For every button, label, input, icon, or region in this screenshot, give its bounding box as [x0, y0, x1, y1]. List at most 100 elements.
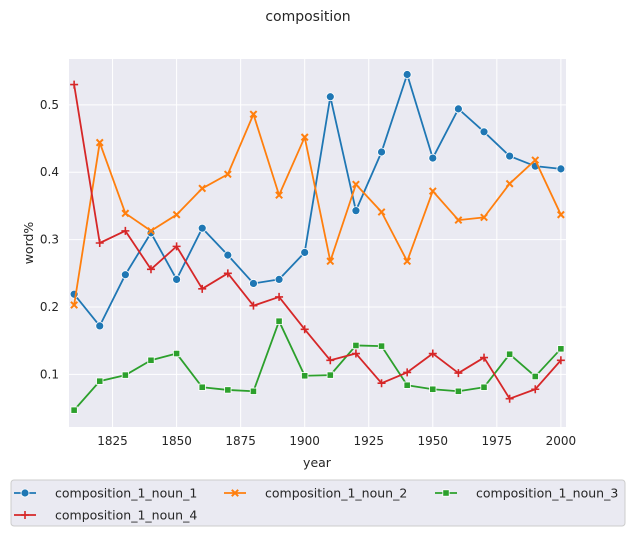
data-point [275, 191, 283, 200]
data-point [300, 248, 310, 257]
data-point [325, 92, 335, 102]
data-point [146, 228, 156, 238]
y-tick-label: 0.4 [40, 165, 59, 179]
data-point [172, 349, 181, 358]
data-point [96, 377, 104, 385]
data-point [249, 279, 258, 288]
data-point [274, 274, 284, 284]
y-tick-label: 0.2 [40, 300, 59, 314]
data-point [454, 104, 463, 114]
series-line [73, 73, 561, 327]
data-point [454, 216, 463, 224]
legend-marker [442, 489, 450, 497]
x-tick-label: 1975 [482, 434, 513, 448]
data-point [121, 226, 130, 235]
data-point [454, 369, 463, 378]
data-point [146, 265, 155, 274]
data-point [300, 133, 309, 142]
x-tick-label: 1875 [225, 434, 256, 448]
data-point [403, 368, 412, 377]
data-point [557, 345, 565, 353]
series-composition_1_noun_1 [69, 70, 566, 331]
data-point [479, 127, 489, 137]
data-point [172, 210, 181, 219]
data-point [197, 223, 207, 233]
data-point [326, 356, 335, 365]
data-point [505, 394, 514, 403]
legend-marker [21, 511, 29, 519]
data-point [351, 349, 360, 358]
data-point [480, 383, 488, 391]
data-point [301, 372, 309, 380]
data-point [377, 379, 386, 388]
data-point [403, 381, 411, 389]
data-point [172, 242, 181, 251]
data-point [556, 210, 565, 219]
y-axis-ticks: 0.1 0.2 0.3 0.4 0.5 [40, 98, 59, 382]
y-tick-label: 0.5 [40, 98, 59, 112]
data-point [300, 325, 309, 334]
chart-title: composition [265, 9, 350, 25]
data-point [70, 80, 79, 89]
data-point [172, 274, 181, 284]
data-point [428, 349, 437, 358]
series-line [73, 320, 562, 411]
x-tick-label: 1925 [353, 434, 384, 448]
legend: composition_1_noun_1 composition_1_noun_2… [10, 479, 626, 527]
data-point [95, 321, 105, 331]
x-tick-label: 1825 [97, 434, 128, 448]
data-point [352, 180, 360, 189]
legend-label: composition_1_noun_1 [55, 486, 197, 501]
data-point [249, 301, 258, 310]
data-point [121, 209, 130, 218]
data-point [95, 239, 104, 247]
x-tick-label: 1950 [418, 434, 449, 448]
data-point [224, 386, 232, 394]
data-point [223, 170, 232, 179]
data-point [326, 371, 334, 379]
legend-item: composition_1_noun_4 [14, 508, 197, 523]
series-composition_1_noun_2 [70, 110, 565, 309]
data-point [198, 184, 207, 193]
data-point [223, 269, 232, 278]
x-tick-label: 1900 [289, 434, 320, 448]
x-tick-label: 1850 [161, 434, 192, 448]
series-composition_1_noun_3 [70, 317, 565, 414]
data-point [351, 206, 361, 216]
data-point [531, 156, 540, 165]
data-point [275, 292, 284, 301]
legend-item: composition_1_noun_1 [14, 486, 197, 501]
legend-label: composition_1_noun_4 [55, 508, 197, 523]
series-line [73, 113, 562, 306]
data-point [377, 147, 386, 157]
grid-lines [69, 59, 566, 427]
data-point [531, 385, 540, 394]
series-lines [69, 70, 566, 414]
data-point [429, 385, 437, 393]
data-point [70, 301, 79, 309]
data-point [403, 257, 412, 266]
legend-item: composition_1_noun_2 [224, 486, 407, 501]
x-axis-ticks: 1825 1850 1875 1900 1925 1950 1975 2000 [97, 434, 576, 448]
legend-label: composition_1_noun_2 [265, 486, 407, 501]
data-point [480, 213, 488, 222]
data-point [505, 179, 514, 188]
data-point [454, 387, 463, 395]
data-point [249, 110, 258, 119]
legend-marker [231, 489, 239, 497]
data-point [377, 208, 386, 216]
data-point [428, 153, 438, 163]
data-point [147, 356, 155, 364]
data-point [556, 164, 566, 174]
x-axis-label: year [303, 455, 332, 470]
data-point [480, 353, 489, 362]
data-point [505, 151, 515, 161]
y-tick-label: 0.3 [40, 233, 59, 247]
data-point [326, 257, 335, 266]
data-point [249, 387, 258, 395]
y-axis-label: word% [21, 222, 36, 265]
data-point [147, 226, 155, 235]
data-point [70, 406, 78, 414]
